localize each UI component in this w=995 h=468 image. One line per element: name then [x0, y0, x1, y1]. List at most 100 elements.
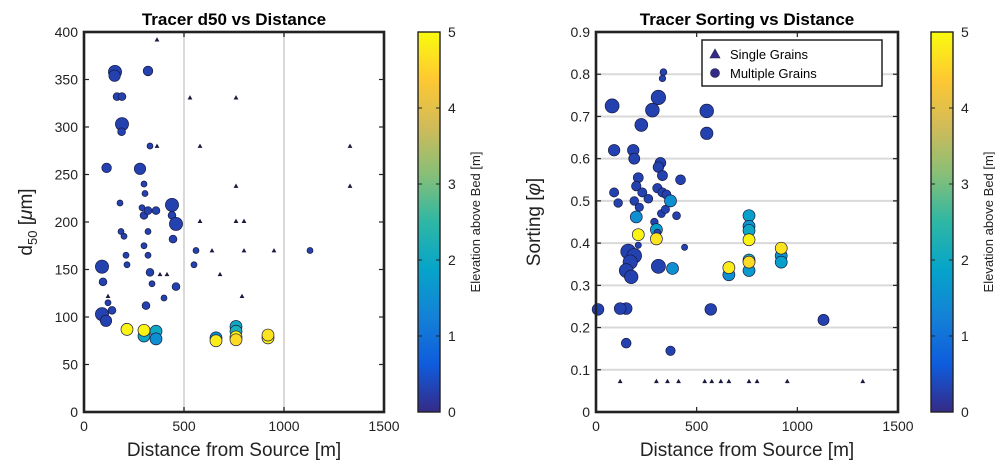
colorbar-tick-label: 3 — [448, 176, 456, 192]
multiple-grain-point — [704, 303, 717, 316]
y-tick-label: 0.2 — [571, 320, 591, 336]
y-label-unit: m] — [16, 188, 37, 209]
y-tick-label: 200 — [55, 214, 79, 230]
multiple-grain-point — [149, 332, 163, 346]
multiple-grain-point — [140, 180, 148, 188]
multiple-grain-point — [140, 242, 148, 250]
y-tick-label: 0.5 — [571, 193, 591, 209]
single-grain-point — [233, 95, 239, 100]
colorbar-tick-label: 0 — [961, 404, 969, 420]
single-grain-point — [233, 218, 239, 223]
y-tick-label: 300 — [55, 119, 79, 135]
multiple-grain-point — [604, 98, 620, 114]
multiple-grain-point — [681, 243, 688, 251]
y-ticks-sorting: 0 0.1 0.2 0.3 0.4 0.5 0.6 0.7 0.8 0.9 — [571, 24, 898, 420]
x-tick-label: 1500 — [368, 418, 399, 434]
single-grain-point — [157, 271, 163, 277]
single-grain-point — [347, 143, 353, 148]
y-label-sub: 50 — [25, 231, 40, 245]
colorbar-tick-label: 2 — [448, 252, 456, 268]
single-grain-point — [726, 378, 732, 384]
colorbar-gradient — [417, 31, 441, 413]
colorbar-tick-label: 3 — [961, 176, 969, 192]
colorbar-tick-label: 5 — [448, 24, 456, 40]
multiple-grain-point — [151, 206, 161, 215]
multiple-grain-point — [613, 198, 623, 208]
axes-frame-d50 — [82, 30, 386, 414]
y-label-mu: μ — [16, 209, 37, 221]
single-grain-point — [784, 378, 790, 384]
single-grain-point — [239, 293, 245, 299]
multiple-grain-point — [742, 233, 756, 247]
multiple-grain-point — [675, 174, 686, 186]
multiple-grain-point — [144, 228, 152, 235]
multiple-grain-point — [650, 89, 666, 106]
y-tick-label: 0.1 — [571, 362, 591, 378]
single-grain-point — [718, 378, 724, 384]
panel-sorting: 0 500 1000 1500 0 0.1 0.2 0.3 0.4 0.5 0.6 0.7 0.8 0.… — [524, 10, 995, 461]
multiple-grain-point — [168, 234, 178, 244]
y-label-d: d — [16, 245, 37, 256]
multiple-grain-point — [666, 262, 679, 275]
multiple-grain-point — [591, 303, 605, 316]
colorbar-d50: 0 1 2 3 4 5 — [417, 24, 456, 420]
single-grain-point — [164, 271, 170, 277]
multiple-grain-point — [123, 261, 131, 269]
multiple-grain-point — [672, 211, 681, 220]
legend-entry-multiple: Multiple Grains — [730, 66, 817, 81]
multiple-grain-point — [651, 258, 666, 274]
single-grain-point — [617, 378, 623, 384]
multiple-grain-point — [120, 232, 128, 240]
multiple-grain-point — [99, 314, 113, 327]
multiple-grain-point — [107, 306, 117, 315]
multiple-grain-point — [620, 337, 632, 349]
single-grain-point — [187, 95, 193, 100]
multiple-grain-point — [657, 170, 668, 181]
single-grain-point — [746, 378, 752, 384]
x-tick-label: 1500 — [882, 418, 913, 434]
multiple-grain-point — [629, 196, 639, 206]
colorbar-tick-label: 1 — [961, 328, 969, 344]
multiple-grain-point — [631, 228, 645, 242]
multiple-grain-point — [817, 314, 830, 326]
y-label-phi: φ — [524, 183, 545, 195]
x-ticks-sorting: 0 500 1000 1500 — [592, 32, 914, 434]
multiple-grain-point — [261, 328, 275, 342]
multiple-grain-point — [645, 102, 660, 118]
multiple-grain-point — [133, 162, 147, 175]
multiple-grain-point — [117, 228, 125, 235]
multiple-grain-point — [145, 268, 155, 277]
x-tick-label: 500 — [172, 418, 196, 434]
multiple-grain-point — [141, 190, 149, 197]
y-axis-label-d50: d50 [μm] — [16, 188, 40, 255]
multiple-grain-point — [650, 232, 663, 246]
multiple-grain-point — [658, 74, 667, 83]
y-tick-label: 0.4 — [571, 235, 591, 251]
y-tick-label: 0.7 — [571, 108, 591, 124]
colorbar-sorting: 0 1 2 3 4 5 — [930, 24, 969, 420]
colorbar-tick-label: 4 — [961, 100, 969, 116]
multiple-grain-point — [116, 199, 124, 207]
colorbar-tick-label: 0 — [448, 404, 456, 420]
y-label-close: ] — [524, 178, 545, 183]
colorbar-label-sorting: Elevation above Bed [m] — [981, 152, 995, 293]
multiple-grain-point — [742, 209, 756, 223]
multiple-grain-point — [699, 103, 714, 119]
multiple-grain-point — [629, 210, 643, 224]
multiple-grain-point — [634, 202, 644, 212]
single-grain-point — [197, 218, 203, 223]
single-grain-point — [209, 248, 215, 253]
colorbar-tick-label: 4 — [448, 100, 456, 116]
multiple-grain-point — [95, 259, 109, 274]
multiple-grain-point — [700, 126, 714, 140]
x-ticks-d50: 0 500 1000 1500 — [80, 32, 400, 434]
multiple-grain-point — [144, 251, 152, 259]
y-label-sorting-text: Sorting [ — [524, 195, 545, 266]
legend-box — [701, 39, 883, 87]
multiple-grain-point — [634, 241, 642, 249]
multiple-grain-point — [306, 247, 314, 254]
multiple-grain-point — [209, 334, 223, 348]
axes-frame-sorting — [594, 30, 900, 414]
multiple-grain-point — [141, 301, 151, 310]
